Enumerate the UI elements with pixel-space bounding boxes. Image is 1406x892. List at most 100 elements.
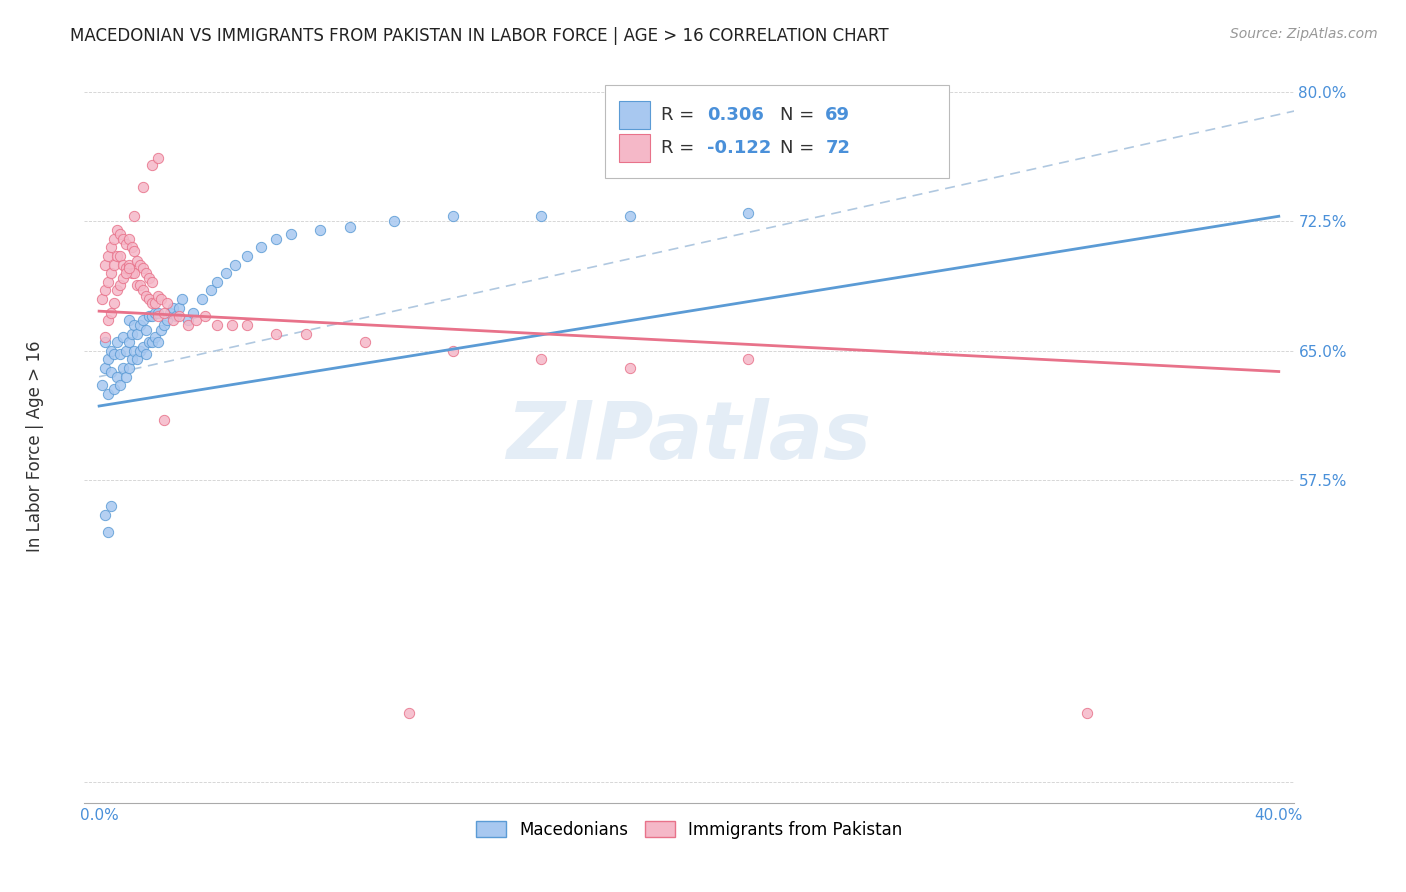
Point	[176, 318, 198, 332]
Point	[170, 292, 193, 306]
Point	[150, 323, 173, 337]
Text: ZIPatlas: ZIPatlas	[506, 398, 872, 476]
Point	[111, 271, 134, 285]
Legend: Macedonians, Immigrants from Pakistan: Macedonians, Immigrants from Pakistan	[470, 814, 908, 846]
Point	[94, 508, 117, 522]
Point	[132, 260, 155, 275]
Point	[353, 335, 375, 350]
Point	[129, 278, 152, 293]
Point	[129, 258, 152, 272]
Point	[94, 335, 117, 350]
Point	[135, 288, 157, 302]
Point	[129, 343, 152, 358]
Point	[159, 306, 181, 320]
Point	[111, 330, 134, 344]
Point	[108, 347, 131, 361]
Point	[138, 335, 160, 350]
Point	[165, 310, 187, 324]
Text: N =: N =	[780, 139, 820, 157]
Point	[97, 387, 120, 401]
Point	[121, 326, 143, 341]
Point	[280, 227, 302, 241]
Point	[141, 275, 163, 289]
Point	[111, 232, 134, 246]
Point	[215, 266, 238, 280]
Text: Source: ZipAtlas.com: Source: ZipAtlas.com	[1230, 27, 1378, 41]
Point	[153, 318, 176, 332]
Point	[124, 209, 146, 223]
Text: -0.122: -0.122	[707, 139, 772, 157]
Point	[146, 288, 169, 302]
Point	[108, 227, 131, 241]
Point	[105, 249, 128, 263]
Point	[103, 347, 125, 361]
Point	[100, 365, 122, 379]
Point	[250, 240, 273, 254]
Point	[121, 352, 143, 367]
Point	[114, 343, 136, 358]
Text: R =: R =	[661, 106, 700, 124]
Point	[205, 318, 228, 332]
Point	[117, 312, 139, 326]
Point	[105, 223, 128, 237]
Point	[103, 258, 125, 272]
Point	[141, 310, 163, 324]
Text: In Labor Force | Age > 16: In Labor Force | Age > 16	[27, 340, 44, 552]
Point	[129, 318, 152, 332]
Point	[108, 378, 131, 392]
Point	[111, 361, 134, 376]
Point	[103, 232, 125, 246]
Point	[146, 306, 169, 320]
Point	[530, 352, 553, 367]
Point	[264, 326, 287, 341]
Point	[121, 266, 143, 280]
Point	[200, 284, 222, 298]
Text: 72: 72	[825, 139, 851, 157]
Text: R =: R =	[661, 139, 700, 157]
Point	[100, 240, 122, 254]
Point	[108, 278, 131, 293]
Point	[441, 209, 464, 223]
Point	[221, 318, 243, 332]
Point	[94, 284, 117, 298]
Point	[153, 413, 176, 427]
Point	[146, 310, 169, 324]
Point	[124, 244, 146, 258]
Point	[191, 292, 214, 306]
Point	[105, 369, 128, 384]
Point	[132, 340, 155, 354]
Point	[156, 295, 179, 310]
Point	[127, 352, 149, 367]
Point	[127, 326, 149, 341]
Point	[162, 301, 184, 315]
Point	[135, 347, 157, 361]
Point	[146, 335, 169, 350]
Point	[114, 236, 136, 251]
Point	[117, 335, 139, 350]
Point	[91, 378, 114, 392]
Point	[398, 706, 420, 720]
Point	[141, 295, 163, 310]
Point	[167, 310, 190, 324]
Point	[97, 524, 120, 539]
Point	[619, 209, 641, 223]
Point	[441, 343, 464, 358]
Point	[100, 266, 122, 280]
Point	[105, 335, 128, 350]
Text: MACEDONIAN VS IMMIGRANTS FROM PAKISTAN IN LABOR FORCE | AGE > 16 CORRELATION CHA: MACEDONIAN VS IMMIGRANTS FROM PAKISTAN I…	[70, 27, 889, 45]
Point	[138, 292, 160, 306]
Text: 0.306: 0.306	[707, 106, 763, 124]
Point	[127, 278, 149, 293]
Point	[205, 275, 228, 289]
Point	[97, 312, 120, 326]
Point	[143, 306, 166, 320]
Point	[138, 310, 160, 324]
Point	[194, 310, 217, 324]
Point	[121, 240, 143, 254]
Point	[186, 312, 208, 326]
Point	[143, 295, 166, 310]
Point	[135, 266, 157, 280]
Text: N =: N =	[780, 106, 820, 124]
Point	[100, 499, 122, 513]
Point	[530, 209, 553, 223]
